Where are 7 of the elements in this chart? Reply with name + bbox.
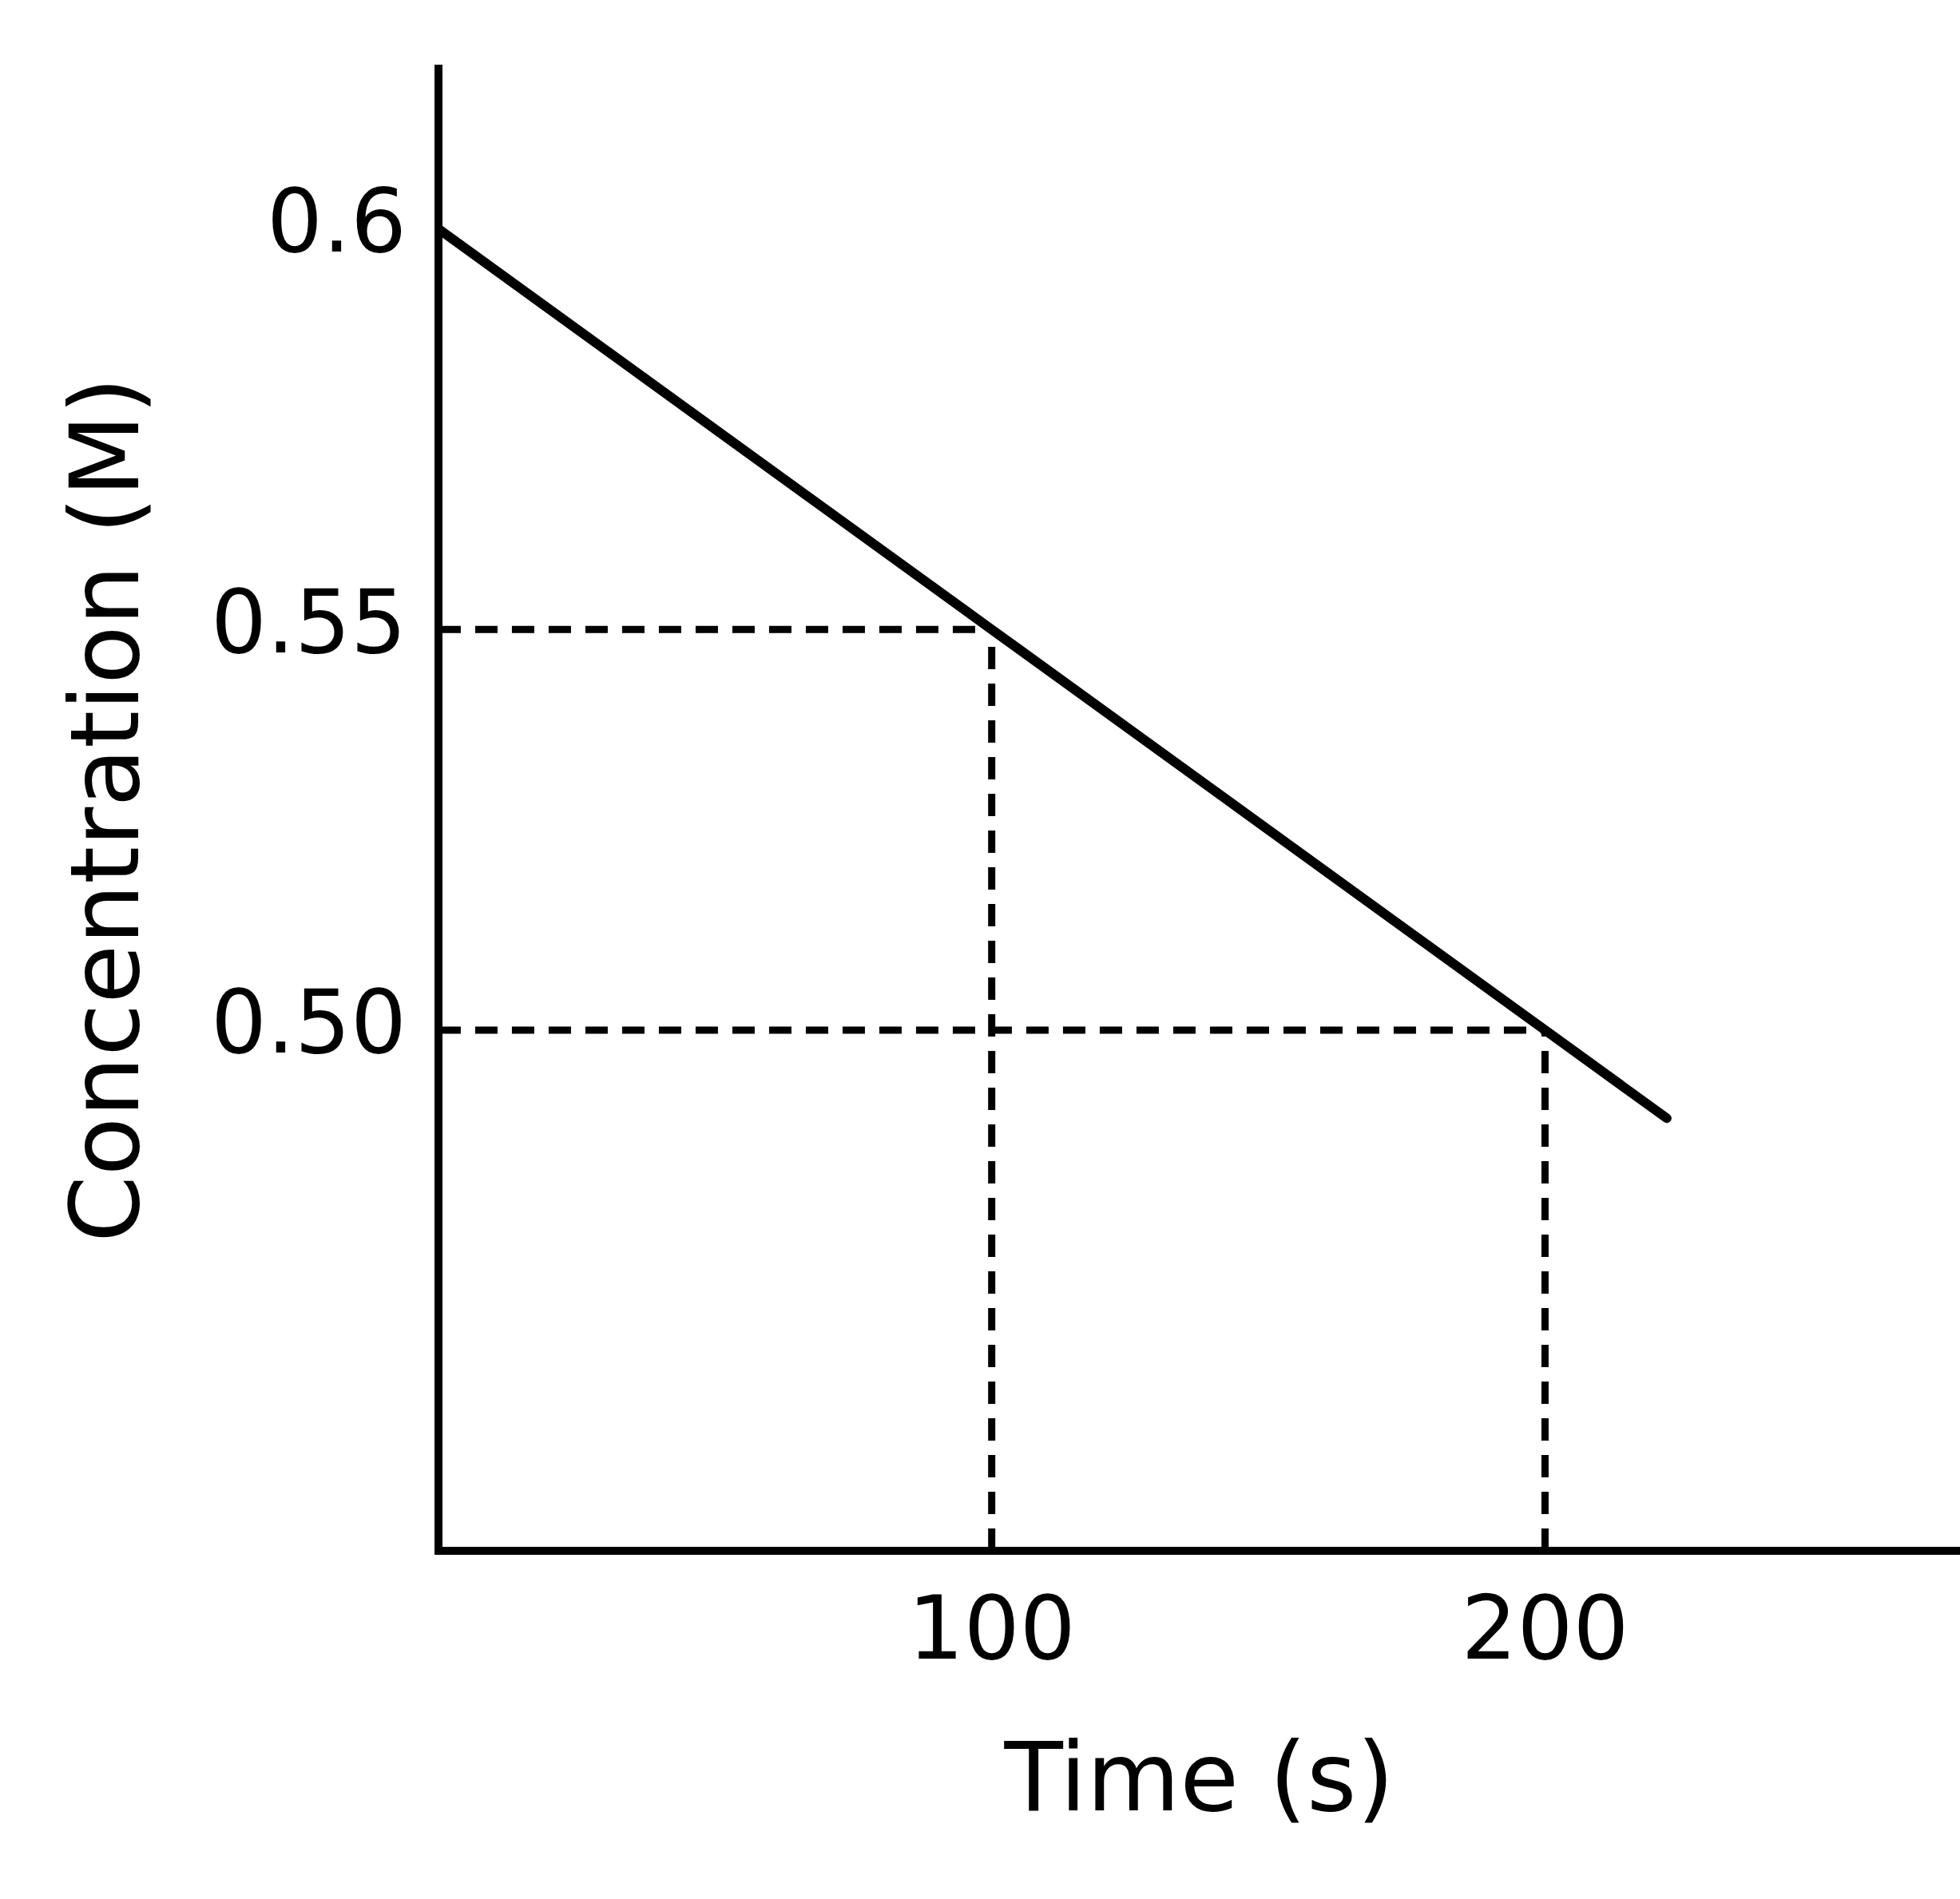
x-axis-title: Time (s): [1003, 1722, 1395, 1834]
y-tick-label: 0.6: [266, 170, 407, 273]
y-tick-label: 0.50: [211, 971, 407, 1074]
x-tick-label: 100: [907, 1576, 1076, 1679]
y-tick-label: 0.55: [211, 570, 407, 673]
x-tick-label: 200: [1461, 1576, 1629, 1679]
y-axis-title: Concentration (M): [50, 376, 161, 1243]
